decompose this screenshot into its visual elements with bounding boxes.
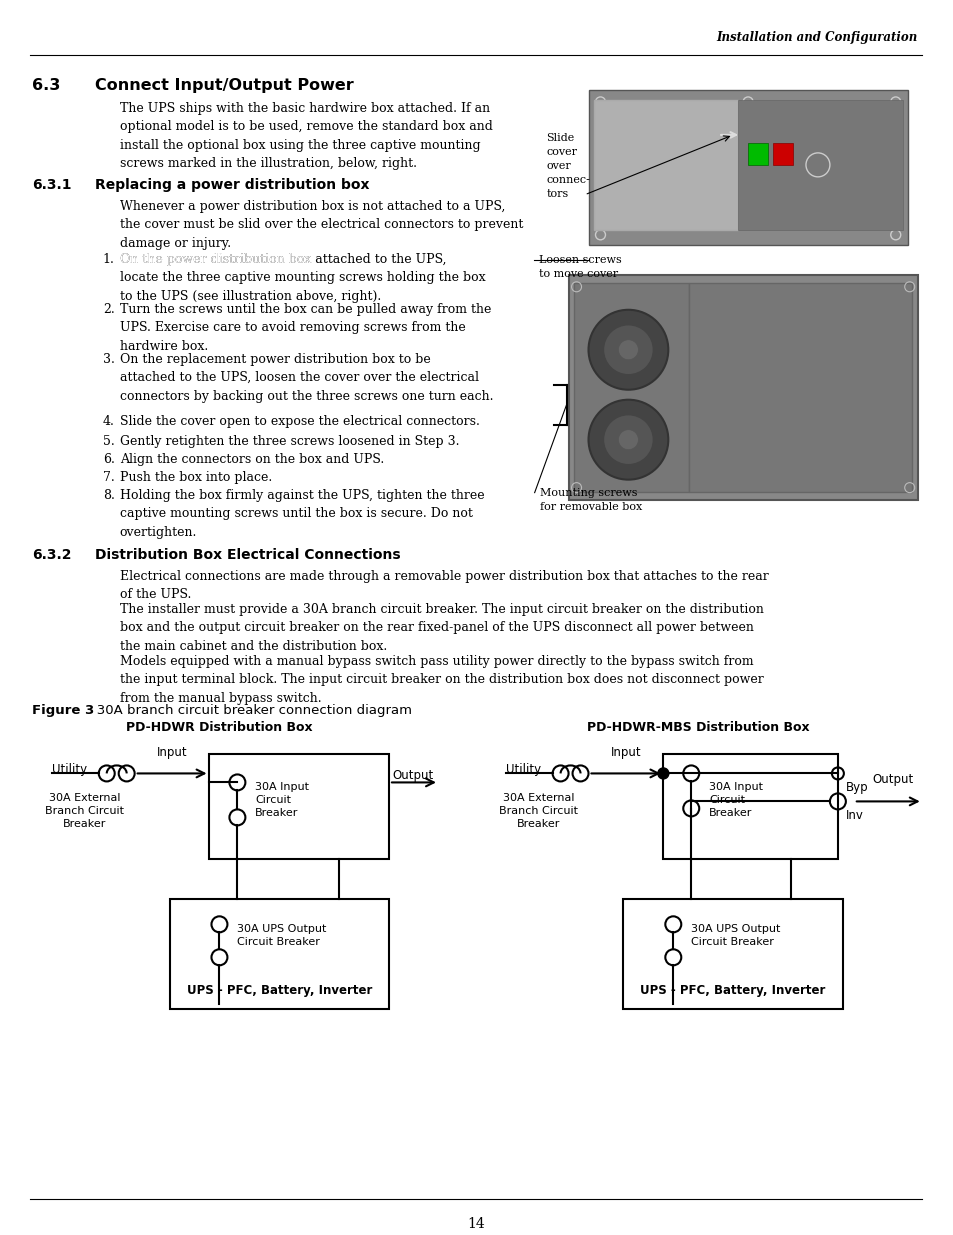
Text: Figure 3: Figure 3	[31, 704, 94, 718]
Text: Utility: Utility	[505, 763, 540, 777]
Text: Gently retighten the three screws loosened in Step 3.: Gently retighten the three screws loosen…	[119, 435, 458, 447]
Text: Push the box into place.: Push the box into place.	[119, 471, 272, 484]
Bar	[170, 899, 389, 1009]
Text: Output: Output	[872, 773, 913, 787]
Bar	[573, 283, 688, 492]
Text: Whenever a power distribution box is not attached to a UPS,
the cover must be sl: Whenever a power distribution box is not…	[119, 200, 522, 249]
Circle shape	[618, 340, 638, 359]
Bar	[588, 90, 906, 245]
Bar	[688, 283, 911, 492]
Text: 30A External
Branch Circuit
Breaker: 30A External Branch Circuit Breaker	[498, 793, 578, 829]
Text: 30A Input
Circuit
Breaker: 30A Input Circuit Breaker	[708, 783, 762, 818]
Text: Loosen screws
to move cover: Loosen screws to move cover	[538, 254, 620, 279]
Text: PD-HDWR Distribution Box: PD-HDWR Distribution Box	[126, 721, 313, 735]
Text: 6.3: 6.3	[31, 78, 60, 93]
Text: Input: Input	[157, 746, 188, 760]
Text: 7.: 7.	[103, 471, 114, 484]
Text: The UPS ships with the basic hardwire box attached. If an
optional model is to b: The UPS ships with the basic hardwire bo…	[119, 103, 492, 170]
Text: UPS - PFC, Battery, Inverter: UPS - PFC, Battery, Inverter	[639, 984, 825, 998]
Circle shape	[588, 310, 668, 390]
Text: 4.: 4.	[103, 415, 114, 427]
Text: 14: 14	[466, 1218, 484, 1231]
Circle shape	[618, 430, 638, 450]
Bar	[747, 143, 767, 165]
Text: 30A External
Branch Circuit
Breaker: 30A External Branch Circuit Breaker	[45, 793, 124, 829]
Text: On the power distribution box attached to the UPS,
locate the three captive moun: On the power distribution box attached t…	[119, 253, 485, 303]
Circle shape	[603, 415, 653, 464]
Text: UPS - PFC, Battery, Inverter: UPS - PFC, Battery, Inverter	[187, 984, 372, 998]
Bar	[622, 899, 842, 1009]
Text: 6.3.2: 6.3.2	[31, 547, 71, 562]
Text: Align the connectors on the box and UPS.: Align the connectors on the box and UPS.	[119, 453, 383, 466]
Text: Installation and Configuration: Installation and Configuration	[716, 31, 917, 44]
Text: Electrical connections are made through a removable power distribution box that : Electrical connections are made through …	[119, 569, 768, 601]
Text: Inv: Inv	[845, 809, 862, 823]
Text: 30A Input
Circuit
Breaker: 30A Input Circuit Breaker	[255, 783, 309, 818]
Text: 30A UPS Output
Circuit Breaker: 30A UPS Output Circuit Breaker	[237, 924, 327, 947]
Text: 1.: 1.	[103, 253, 114, 266]
Text: 3.: 3.	[103, 353, 114, 366]
Text: On the replacement power distribution box to be
attached to the UPS, loosen the : On the replacement power distribution bo…	[119, 353, 493, 403]
Text: Turn the screws until the box can be pulled away from the
UPS. Exercise care to : Turn the screws until the box can be pul…	[119, 303, 491, 353]
Text: 5.: 5.	[103, 435, 114, 447]
Text: 2.: 2.	[103, 303, 114, 316]
Bar	[210, 755, 389, 860]
Text: Output: Output	[392, 769, 433, 783]
Text: PD-HDWR-MBS Distribution Box: PD-HDWR-MBS Distribution Box	[586, 721, 809, 735]
Circle shape	[588, 400, 668, 479]
Text: On the power distribution box: On the power distribution box	[119, 253, 314, 266]
Text: Slide
cover
over
connec-
tors: Slide cover over connec- tors	[546, 133, 590, 199]
Text: 6.3.1: 6.3.1	[31, 178, 71, 191]
Text: 30A UPS Output
Circuit Breaker: 30A UPS Output Circuit Breaker	[691, 924, 780, 947]
Text: 6.: 6.	[103, 453, 114, 466]
Text: Distribution Box Electrical Connections: Distribution Box Electrical Connections	[94, 547, 400, 562]
Bar	[662, 755, 837, 860]
Text: 8.: 8.	[103, 489, 114, 501]
Text: The installer must provide a 30A branch circuit breaker. The input circuit break: The installer must provide a 30A branch …	[119, 603, 762, 652]
Bar	[568, 275, 917, 500]
Bar	[738, 100, 902, 230]
Bar	[593, 100, 738, 230]
Bar	[772, 143, 792, 165]
Text: Holding the box firmly against the UPS, tighten the three
captive mounting screw: Holding the box firmly against the UPS, …	[119, 489, 484, 538]
Circle shape	[603, 325, 653, 374]
Text: Slide the cover open to expose the electrical connectors.: Slide the cover open to expose the elect…	[119, 415, 479, 427]
Text: Mounting screws
for removable box: Mounting screws for removable box	[539, 488, 641, 511]
Text: Input: Input	[611, 746, 641, 760]
Text: Models equipped with a manual bypass switch pass utility power directly to the b: Models equipped with a manual bypass swi…	[119, 655, 762, 704]
Text: 30A branch circuit breaker connection diagram: 30A branch circuit breaker connection di…	[84, 704, 412, 718]
Text: Connect Input/Output Power: Connect Input/Output Power	[94, 78, 354, 93]
Circle shape	[658, 768, 668, 779]
Text: Byp: Byp	[845, 782, 867, 794]
Text: Utility: Utility	[51, 763, 87, 777]
Text: Replacing a power distribution box: Replacing a power distribution box	[94, 178, 369, 191]
